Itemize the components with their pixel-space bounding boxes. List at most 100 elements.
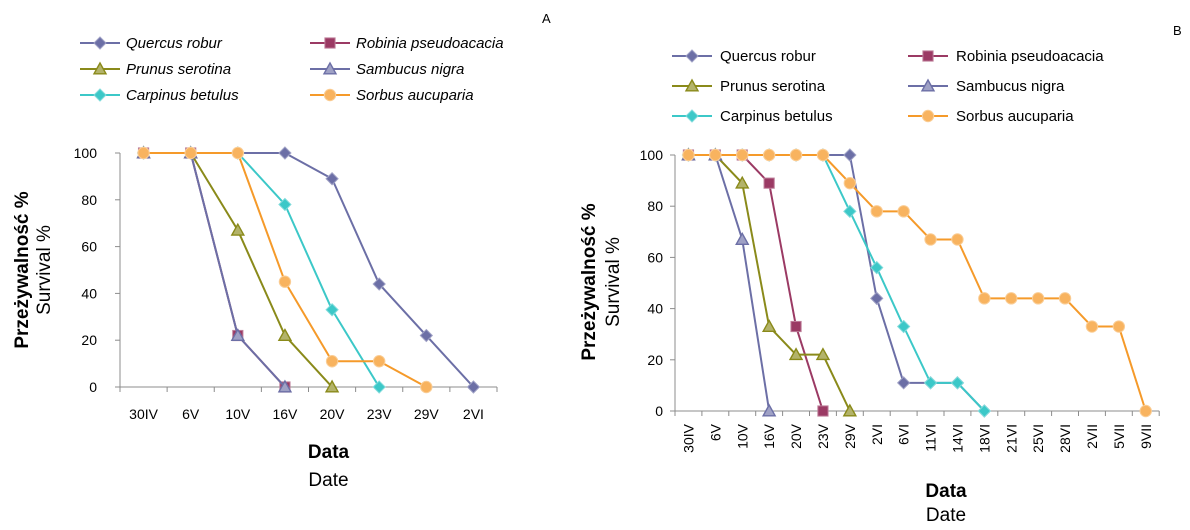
y-tick-label: 40 — [647, 301, 663, 317]
y-tick-label: 100 — [74, 145, 98, 161]
data-point — [842, 403, 858, 417]
data-point — [709, 148, 722, 162]
data-point — [230, 222, 246, 236]
legend-marker — [685, 49, 699, 63]
data-point — [924, 233, 937, 246]
legend-label: Prunus serotina — [126, 61, 231, 78]
legend-item: Robinia pseudoacacia — [908, 48, 1104, 65]
data-point — [278, 146, 292, 160]
legend-marker — [322, 61, 338, 75]
y-tick-label: 80 — [81, 192, 97, 208]
data-point — [817, 405, 829, 417]
data-point — [137, 146, 150, 160]
legend-item: Carpinus betulus — [672, 108, 833, 125]
legend-marker — [922, 50, 934, 62]
series-line — [143, 152, 427, 388]
legend-label: Sorbus aucuparia — [956, 108, 1074, 125]
y-tick-label: 20 — [647, 352, 663, 368]
data-point — [763, 177, 775, 189]
legend-label: Sorbus aucuparia — [356, 87, 474, 104]
x-tick-label: 11VI — [923, 424, 939, 452]
x-tick-label: 2VI — [463, 406, 484, 422]
series-line — [143, 152, 333, 388]
data-point — [816, 148, 830, 162]
series-line — [688, 154, 771, 412]
series-line — [688, 154, 1147, 412]
series-line — [688, 154, 851, 412]
x-tick-label: 9VII — [1138, 424, 1154, 449]
x-tick-label: 14VI — [949, 424, 965, 453]
data-point — [1085, 320, 1099, 333]
x-tick-label: 23V — [367, 406, 393, 422]
data-point — [870, 291, 884, 306]
data-point — [231, 146, 245, 160]
data-point — [325, 355, 339, 368]
series-quercus-robur — [681, 148, 992, 418]
x-tick-label: 30IV — [129, 406, 158, 422]
panel-b: B 0 20 40 60 80 100 30IV 6V 10V 16V 20V 23V 29V 2VI 6VI… — [579, 23, 1182, 526]
legend-marker — [324, 37, 336, 49]
data-point — [870, 260, 884, 275]
x-tick-label: 2VI — [869, 424, 885, 445]
axes: 0 20 40 60 80 100 30IV 6V 10V 16V 20V 23V 29V 2VI — [74, 145, 498, 422]
data-point — [1005, 292, 1018, 305]
data-point — [372, 355, 386, 368]
legend-label: Robinia pseudoacacia — [956, 48, 1104, 65]
x-tick-label: 20V — [320, 406, 346, 422]
x-tick-label: 23V — [815, 423, 831, 449]
legend-item: Sorbus aucuparia — [908, 108, 1074, 125]
legend-label: Carpinus betulus — [126, 87, 239, 104]
y-axis-title-en: Survival % — [603, 237, 624, 327]
x-tick-label: 10V — [734, 423, 750, 449]
y-tick-label: 100 — [640, 147, 664, 163]
data-point — [762, 148, 776, 162]
panel-letter: A — [542, 11, 551, 26]
x-tick-label: 10V — [225, 406, 251, 422]
series-prunus-serotina — [136, 145, 340, 393]
legend-label: Robinia pseudoacacia — [356, 35, 504, 52]
data-point — [372, 277, 386, 291]
y-tick-label: 80 — [647, 198, 663, 214]
data-point — [761, 319, 777, 333]
data-point — [735, 175, 750, 189]
data-point — [896, 376, 911, 390]
series-carpinus-betulus — [136, 146, 386, 394]
series-line — [688, 154, 986, 412]
legend-item: Sambucus nigra — [908, 78, 1065, 95]
legend-marker — [921, 109, 935, 123]
x-tick-label: 2VII — [1084, 424, 1100, 449]
data-point — [1112, 320, 1126, 333]
legend-label: Sambucus nigra — [356, 61, 464, 78]
x-tick-label: 30IV — [680, 423, 696, 452]
data-point — [843, 176, 857, 190]
legend-item: Prunus serotina — [672, 78, 826, 95]
legend-item: Quercus robur — [80, 35, 223, 52]
legend: Quercus robur Robinia pseudoacacia Prunus … — [672, 48, 1104, 125]
data-point — [325, 172, 339, 186]
data-point — [420, 380, 433, 394]
y-tick-label: 0 — [655, 403, 663, 419]
data-point — [977, 404, 992, 418]
x-tick-label: 28VI — [1057, 424, 1073, 453]
series-quercus-robur — [136, 146, 481, 394]
y-axis-title: Przeżywalność % — [12, 191, 33, 348]
data-point — [1058, 292, 1072, 305]
series-line — [143, 152, 286, 388]
legend-marker — [920, 78, 936, 92]
series-line — [143, 152, 286, 388]
data-point — [1139, 404, 1152, 418]
x-tick-label: 29V — [414, 406, 440, 422]
data-point — [896, 319, 911, 334]
data-point — [951, 233, 964, 246]
series-robinia-pseudoacacia — [682, 149, 829, 417]
legend-label: Prunus serotina — [720, 78, 826, 95]
data-point — [735, 232, 750, 245]
data-point — [897, 205, 910, 218]
x-tick-label: 6V — [182, 406, 200, 422]
x-tick-label: 29V — [842, 423, 858, 449]
data-point — [682, 148, 695, 162]
legend-marker — [685, 109, 699, 123]
y-tick-label: 20 — [81, 332, 97, 348]
y-axis-title: Przeżywalność % — [579, 203, 600, 360]
